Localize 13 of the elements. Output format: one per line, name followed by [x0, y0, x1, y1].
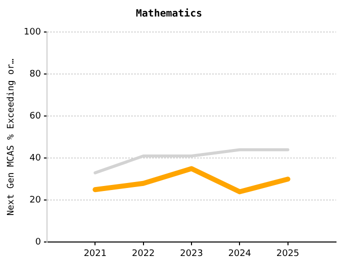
y-tick-label: 40: [30, 153, 42, 164]
x-tick-label: 2025: [276, 248, 300, 259]
x-tick-label: 2023: [180, 248, 203, 259]
y-tick-label: 60: [30, 111, 42, 122]
x-tick-label: 2024: [228, 248, 252, 259]
y-tick-label: 20: [30, 196, 42, 206]
chart-title: Mathematics: [136, 8, 202, 20]
x-tick-label: 2021: [84, 248, 107, 259]
y-tick-label: 100: [24, 27, 42, 38]
y-tick-label: 80: [30, 69, 42, 80]
x-tick-label: 2022: [132, 248, 155, 259]
y-tick-label: 0: [35, 238, 42, 248]
y-axis-title: Next Gen MCAS % Exceeding or…: [6, 58, 17, 216]
